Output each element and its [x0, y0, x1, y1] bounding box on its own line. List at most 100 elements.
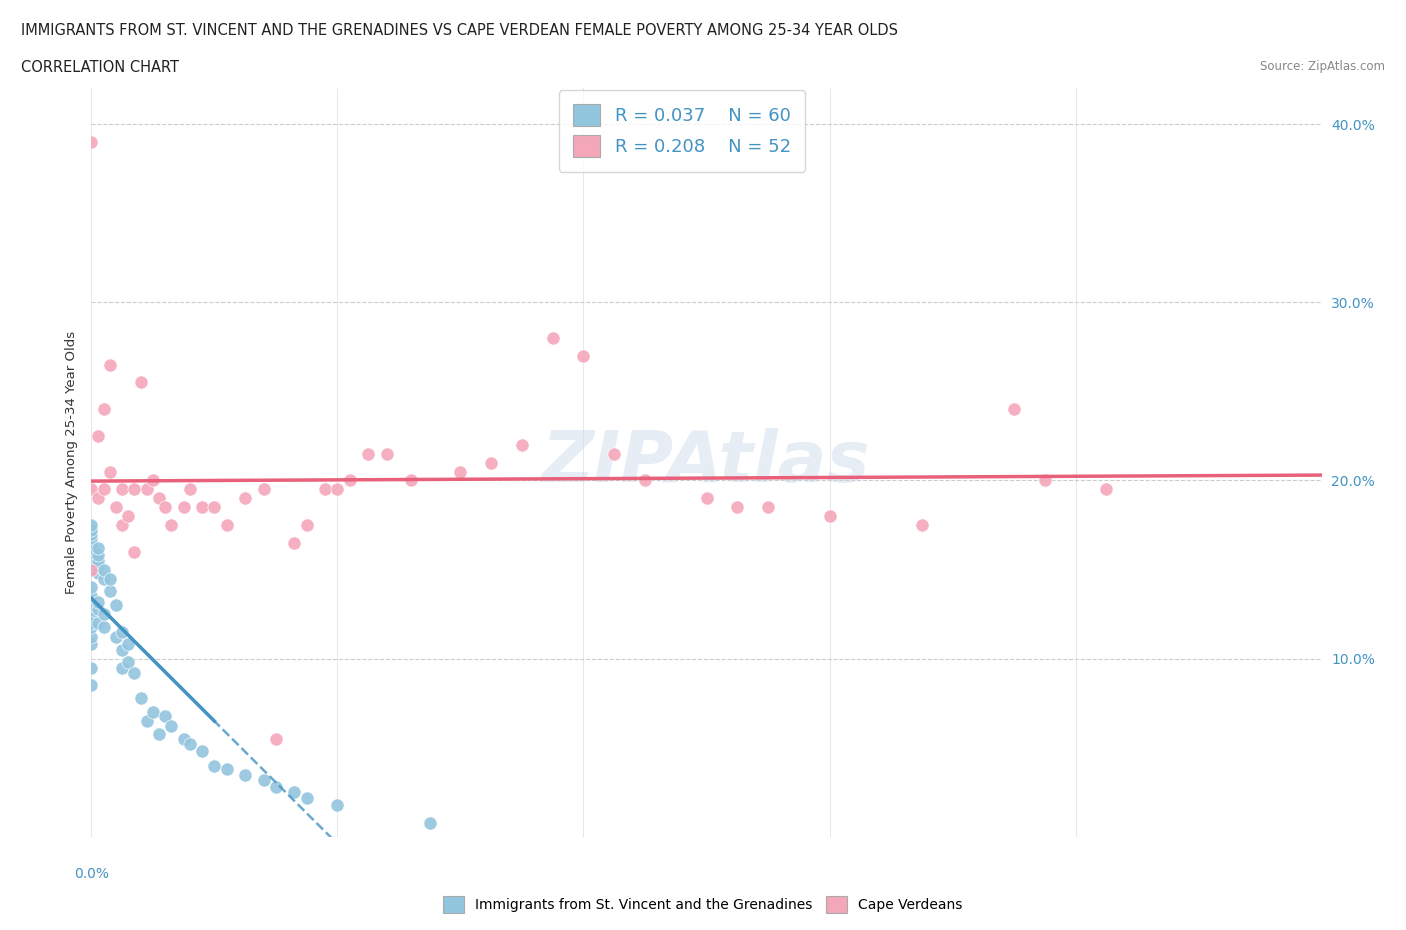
Point — [339, 473, 361, 488]
Point — [264, 732, 287, 747]
Point — [756, 499, 779, 514]
Point — [80, 482, 103, 497]
Point — [142, 705, 165, 720]
Point — [314, 482, 336, 497]
Point — [215, 762, 238, 777]
Point — [215, 518, 238, 533]
Point — [510, 437, 533, 452]
Point — [80, 553, 103, 568]
Point — [253, 773, 276, 788]
Point — [326, 798, 349, 813]
Point — [86, 616, 108, 631]
Point — [98, 571, 121, 586]
Point — [129, 690, 152, 706]
Point — [135, 482, 157, 497]
Point — [191, 499, 214, 514]
Point — [98, 357, 121, 372]
Point — [634, 473, 657, 488]
Point — [93, 402, 115, 417]
Point — [142, 473, 165, 488]
Point — [202, 499, 225, 514]
Point — [98, 464, 121, 479]
Point — [111, 660, 134, 675]
Point — [86, 541, 108, 556]
Text: ZIPAtlas: ZIPAtlas — [543, 428, 870, 498]
Point — [148, 726, 170, 741]
Point — [80, 616, 103, 631]
Point — [105, 499, 127, 514]
Point — [80, 523, 103, 538]
Point — [80, 606, 103, 621]
Point — [148, 491, 170, 506]
Point — [911, 518, 934, 533]
Point — [93, 482, 115, 497]
Point — [603, 446, 626, 461]
Point — [80, 562, 103, 577]
Point — [818, 509, 841, 524]
Point — [541, 330, 564, 345]
Point — [111, 643, 134, 658]
Legend: Immigrants from St. Vincent and the Grenadines, Cape Verdeans: Immigrants from St. Vincent and the Gren… — [437, 890, 969, 919]
Point — [153, 709, 177, 724]
Point — [179, 737, 201, 751]
Point — [80, 526, 103, 541]
Point — [295, 790, 318, 805]
Text: CORRELATION CHART: CORRELATION CHART — [21, 60, 179, 75]
Point — [1002, 402, 1025, 417]
Point — [160, 719, 183, 734]
Point — [129, 375, 152, 390]
Point — [117, 637, 139, 652]
Point — [86, 559, 108, 574]
Point — [419, 816, 441, 830]
Point — [124, 482, 146, 497]
Point — [233, 767, 256, 782]
Point — [283, 536, 305, 551]
Point — [93, 606, 115, 621]
Point — [86, 565, 108, 580]
Point — [326, 482, 349, 497]
Point — [80, 541, 103, 556]
Point — [80, 678, 103, 693]
Text: IMMIGRANTS FROM ST. VINCENT AND THE GRENADINES VS CAPE VERDEAN FEMALE POVERTY AM: IMMIGRANTS FROM ST. VINCENT AND THE GREN… — [21, 23, 898, 38]
Point — [86, 429, 108, 444]
Point — [283, 785, 305, 800]
Point — [93, 571, 115, 586]
Point — [80, 544, 103, 559]
Point — [124, 544, 146, 559]
Point — [202, 758, 225, 773]
Point — [105, 630, 127, 644]
Point — [80, 660, 103, 675]
Point — [725, 499, 748, 514]
Point — [696, 491, 718, 506]
Point — [80, 637, 103, 652]
Point — [93, 619, 115, 634]
Legend: R = 0.037    N = 60, R = 0.208    N = 52: R = 0.037 N = 60, R = 0.208 N = 52 — [558, 90, 806, 172]
Point — [479, 456, 502, 471]
Point — [80, 598, 103, 613]
Point — [264, 779, 287, 794]
Point — [1095, 482, 1118, 497]
Y-axis label: Female Poverty Among 25-34 Year Olds: Female Poverty Among 25-34 Year Olds — [65, 331, 79, 594]
Point — [117, 655, 139, 670]
Point — [179, 482, 201, 497]
Point — [449, 464, 471, 479]
Text: Source: ZipAtlas.com: Source: ZipAtlas.com — [1260, 60, 1385, 73]
Point — [191, 744, 214, 759]
Point — [86, 594, 108, 609]
Point — [173, 499, 195, 514]
Point — [572, 349, 595, 364]
Point — [173, 732, 195, 747]
Point — [253, 482, 276, 497]
Point — [80, 589, 103, 604]
Point — [111, 518, 134, 533]
Point — [1033, 473, 1056, 488]
Point — [375, 446, 398, 461]
Point — [80, 530, 103, 545]
Point — [160, 518, 183, 533]
Point — [105, 598, 127, 613]
Point — [111, 482, 134, 497]
Text: 0.0%: 0.0% — [75, 867, 108, 881]
Point — [93, 562, 115, 577]
Point — [86, 553, 108, 568]
Point — [86, 491, 108, 506]
